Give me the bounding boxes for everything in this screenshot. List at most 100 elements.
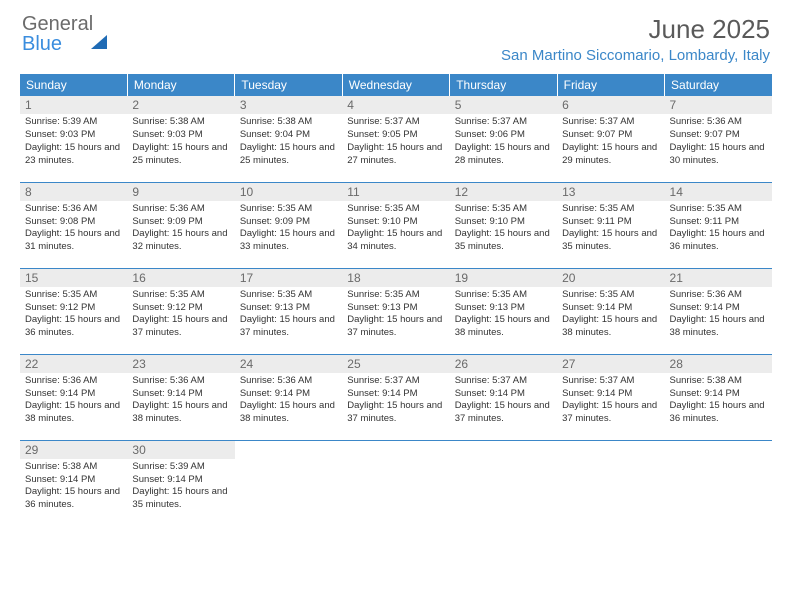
- daylight-text: Daylight: 15 hours and 33 minutes.: [240, 228, 337, 254]
- cell-content: Sunrise: 5:35 AMSunset: 9:12 PMDaylight:…: [132, 289, 229, 340]
- sunset-text: Sunset: 9:14 PM: [132, 388, 229, 401]
- sunset-text: Sunset: 9:03 PM: [25, 129, 122, 142]
- cell-content: Sunrise: 5:35 AMSunset: 9:14 PMDaylight:…: [562, 289, 659, 340]
- weekday-header: Friday: [557, 74, 664, 96]
- day-number: 28: [665, 355, 772, 373]
- sunset-text: Sunset: 9:08 PM: [25, 216, 122, 229]
- cell-content: Sunrise: 5:36 AMSunset: 9:14 PMDaylight:…: [240, 375, 337, 426]
- logo-triangle-icon: [91, 13, 107, 49]
- sunset-text: Sunset: 9:13 PM: [347, 302, 444, 315]
- header: General Blue June 2025 San Martino Sicco…: [0, 0, 792, 68]
- calendar-cell: 13Sunrise: 5:35 AMSunset: 9:11 PMDayligh…: [557, 182, 664, 268]
- day-number: 12: [450, 183, 557, 201]
- calendar-table: SundayMondayTuesdayWednesdayThursdayFrid…: [20, 74, 772, 526]
- sunrise-text: Sunrise: 5:35 AM: [347, 289, 444, 302]
- sunset-text: Sunset: 9:11 PM: [670, 216, 767, 229]
- cell-content: Sunrise: 5:35 AMSunset: 9:13 PMDaylight:…: [240, 289, 337, 340]
- cell-content: Sunrise: 5:36 AMSunset: 9:14 PMDaylight:…: [132, 375, 229, 426]
- sunset-text: Sunset: 9:13 PM: [240, 302, 337, 315]
- daylight-text: Daylight: 15 hours and 37 minutes.: [562, 400, 659, 426]
- daylight-text: Daylight: 15 hours and 35 minutes.: [455, 228, 552, 254]
- cell-content: Sunrise: 5:35 AMSunset: 9:09 PMDaylight:…: [240, 203, 337, 254]
- sunrise-text: Sunrise: 5:38 AM: [25, 461, 122, 474]
- weekday-header: Tuesday: [235, 74, 342, 96]
- logo: General Blue: [22, 14, 107, 54]
- cell-content: Sunrise: 5:38 AMSunset: 9:14 PMDaylight:…: [25, 461, 122, 512]
- sunrise-text: Sunrise: 5:35 AM: [455, 289, 552, 302]
- sunset-text: Sunset: 9:04 PM: [240, 129, 337, 142]
- day-number: 19: [450, 269, 557, 287]
- daylight-text: Daylight: 15 hours and 37 minutes.: [347, 400, 444, 426]
- calendar-cell: 12 Sunrise: 5:35 AMSunset: 9:10 PMDayligh…: [450, 182, 557, 268]
- sunrise-text: Sunrise: 5:35 AM: [347, 203, 444, 216]
- cell-content: Sunrise: 5:36 AMSunset: 9:07 PMDaylight:…: [670, 116, 767, 167]
- calendar-cell: 15Sunrise: 5:35 AMSunset: 9:12 PMDayligh…: [20, 268, 127, 354]
- logo-text-blue: Blue: [22, 33, 62, 55]
- sunset-text: Sunset: 9:14 PM: [132, 474, 229, 487]
- day-number: 17: [235, 269, 342, 287]
- calendar-cell: 5Sunrise: 5:37 AMSunset: 9:06 PMDaylight…: [450, 96, 557, 182]
- daylight-text: Daylight: 15 hours and 38 minutes.: [240, 400, 337, 426]
- sunset-text: Sunset: 9:12 PM: [132, 302, 229, 315]
- calendar-cell: 22Sunrise: 5:36 AMSunset: 9:14 PMDayligh…: [20, 354, 127, 440]
- cell-content: Sunrise: 5:35 AMSunset: 9:10 PMDaylight:…: [347, 203, 444, 254]
- calendar-cell: 1Sunrise: 5:39 AMSunset: 9:03 PMDaylight…: [20, 96, 127, 182]
- calendar-cell: 19Sunrise: 5:35 AMSunset: 9:13 PMDayligh…: [450, 268, 557, 354]
- day-number: 25: [342, 355, 449, 373]
- day-number: 20: [557, 269, 664, 287]
- calendar-row: 29Sunrise: 5:38 AMSunset: 9:14 PMDayligh…: [20, 440, 772, 526]
- sunset-text: Sunset: 9:06 PM: [455, 129, 552, 142]
- sunset-text: Sunset: 9:09 PM: [132, 216, 229, 229]
- sunset-text: Sunset: 9:09 PM: [240, 216, 337, 229]
- calendar-cell: 14Sunrise: 5:35 AMSunset: 9:11 PMDayligh…: [665, 182, 772, 268]
- day-number: 10: [235, 183, 342, 201]
- day-number: 26: [450, 355, 557, 373]
- weekday-header-row: SundayMondayTuesdayWednesdayThursdayFrid…: [20, 74, 772, 96]
- day-number: 3: [235, 96, 342, 114]
- cell-content: Sunrise: 5:38 AMSunset: 9:03 PMDaylight:…: [132, 116, 229, 167]
- sunrise-text: Sunrise: 5:35 AM: [670, 203, 767, 216]
- cell-content: Sunrise: 5:39 AMSunset: 9:14 PMDaylight:…: [132, 461, 229, 512]
- sunrise-text: Sunrise: 5:38 AM: [670, 375, 767, 388]
- sunset-text: Sunset: 9:14 PM: [25, 474, 122, 487]
- sunset-text: Sunset: 9:14 PM: [562, 388, 659, 401]
- sunset-text: Sunset: 9:14 PM: [347, 388, 444, 401]
- day-number: 22: [20, 355, 127, 373]
- daylight-text: Daylight: 15 hours and 25 minutes.: [132, 142, 229, 168]
- calendar-cell: 3Sunrise: 5:38 AMSunset: 9:04 PMDaylight…: [235, 96, 342, 182]
- calendar-row: 8Sunrise: 5:36 AMSunset: 9:08 PMDaylight…: [20, 182, 772, 268]
- sunrise-text: Sunrise: 5:36 AM: [670, 289, 767, 302]
- daylight-text: Daylight: 15 hours and 38 minutes.: [25, 400, 122, 426]
- sunrise-text: Sunrise: 5:36 AM: [670, 116, 767, 129]
- sunset-text: Sunset: 9:13 PM: [455, 302, 552, 315]
- cell-content: Sunrise: 5:36 AMSunset: 9:08 PMDaylight:…: [25, 203, 122, 254]
- title-block: June 2025 San Martino Siccomario, Lombar…: [501, 14, 770, 64]
- calendar-cell: 21Sunrise: 5:36 AMSunset: 9:14 PMDayligh…: [665, 268, 772, 354]
- cell-content: Sunrise: 5:35 AMSunset: 9:11 PMDaylight:…: [562, 203, 659, 254]
- cell-content: Sunrise: 5:38 AMSunset: 9:14 PMDaylight:…: [670, 375, 767, 426]
- cell-content: Sunrise: 5:36 AMSunset: 9:09 PMDaylight:…: [132, 203, 229, 254]
- sunset-text: Sunset: 9:10 PM: [455, 216, 552, 229]
- calendar-cell: 25Sunrise: 5:37 AMSunset: 9:14 PMDayligh…: [342, 354, 449, 440]
- sunset-text: Sunset: 9:14 PM: [670, 302, 767, 315]
- calendar-cell: 30 Sunrise: 5:39 AMSunset: 9:14 PMDayligh…: [127, 440, 234, 526]
- calendar-cell: 2Sunrise: 5:38 AMSunset: 9:03 PMDaylight…: [127, 96, 234, 182]
- sunrise-text: Sunrise: 5:35 AM: [455, 203, 552, 216]
- sunrise-text: Sunrise: 5:36 AM: [132, 203, 229, 216]
- calendar-row: 15Sunrise: 5:35 AMSunset: 9:12 PMDayligh…: [20, 268, 772, 354]
- day-number: 30: [127, 441, 234, 459]
- sunrise-text: Sunrise: 5:37 AM: [562, 375, 659, 388]
- cell-content: Sunrise: 5:39 AMSunset: 9:03 PMDaylight:…: [25, 116, 122, 167]
- calendar-cell: 28 Sunrise: 5:38 AMSunset: 9:14 PMDayligh…: [665, 354, 772, 440]
- sunrise-text: Sunrise: 5:35 AM: [240, 203, 337, 216]
- calendar-cell: 7 Sunrise: 5:36 AMSunset: 9:07 PMDaylight…: [665, 96, 772, 182]
- calendar-cell: 23Sunrise: 5:36 AMSunset: 9:14 PMDayligh…: [127, 354, 234, 440]
- calendar-cell: [235, 440, 342, 526]
- sunset-text: Sunset: 9:14 PM: [240, 388, 337, 401]
- daylight-text: Daylight: 15 hours and 35 minutes.: [132, 486, 229, 512]
- daylight-text: Daylight: 15 hours and 37 minutes.: [347, 314, 444, 340]
- day-number: 7: [665, 96, 772, 114]
- calendar-row: 22 Sunrise: 5:36 AMSunset: 9:14 PMDayligh…: [20, 354, 772, 440]
- calendar-cell: [557, 440, 664, 526]
- page-title: June 2025: [501, 14, 770, 45]
